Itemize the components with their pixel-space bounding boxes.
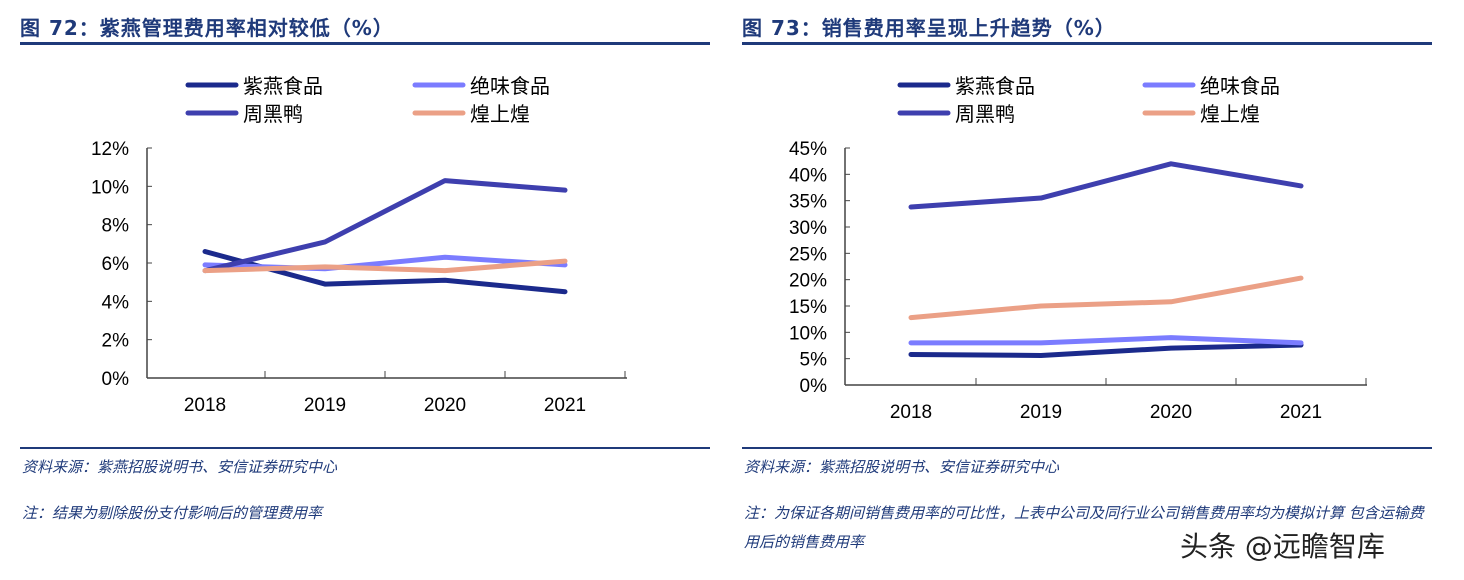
chart2-title: 图 73：销售费用率呈现上升趋势（%）	[742, 16, 1116, 40]
chart1-y-tick-label: 4%	[102, 292, 130, 313]
chart1-y-tick-label: 0%	[102, 369, 130, 390]
chart2-legend-label-2: 绝味食品	[1200, 75, 1280, 98]
chart2-y-tick-label: 30%	[789, 218, 827, 239]
chart2-x-tick-label: 2021	[1280, 402, 1322, 423]
chart2-y-tick-label: 35%	[789, 192, 827, 213]
chart1-y-tick-label: 2%	[102, 331, 130, 352]
chart2-note: 注：为保证各期间销售费用率的可比性，上表中公司及同行业公司销售费用率均为模拟计算…	[744, 504, 1424, 551]
chart1-legend-label-3: 周黑鸭	[243, 103, 303, 126]
chart2-source: 资料来源：紫燕招股说明书、安信证券研究中心	[744, 458, 1060, 476]
chart2-series-line-4	[908, 275, 1304, 321]
chart1-y-tick-label: 6%	[102, 254, 130, 275]
chart2-y-tick-label: 15%	[789, 297, 827, 318]
chart2-legend-label-3: 周黑鸭	[955, 103, 1015, 126]
chart1-y-tick-label: 8%	[102, 216, 130, 237]
chart1-x-tick-label: 2021	[544, 395, 586, 416]
chart1-note: 注：结果为剔除股份支付影响后的管理费用率	[22, 504, 323, 522]
chart2-x-tick-label: 2019	[1020, 402, 1062, 423]
chart1-x-tick-label: 2018	[184, 395, 226, 416]
chart2-y-tick-label: 5%	[800, 350, 828, 371]
watermark: 头条 @远瞻智库	[1180, 525, 1385, 565]
chart2-y-tick-label: 20%	[789, 271, 827, 292]
chart1-series-line-3	[202, 178, 568, 274]
chart1-x-tick-label: 2020	[424, 395, 466, 416]
chart1-x-tick-label: 2019	[304, 395, 346, 416]
chart2-series-line-3	[908, 161, 1304, 210]
chart2-y-tick-label: 0%	[800, 376, 828, 397]
chart1-y-tick-label: 12%	[91, 139, 129, 160]
chart2-y-tick-label: 10%	[789, 323, 827, 344]
chart1-source: 资料来源：紫燕招股说明书、安信证券研究中心	[22, 458, 338, 476]
chart2-y-tick-label: 25%	[789, 244, 827, 265]
chart1-title: 图 72：紫燕管理费用率相对较低（%）	[20, 16, 394, 40]
chart2-x-tick-label: 2020	[1150, 402, 1192, 423]
chart2-y-tick-label: 40%	[789, 165, 827, 186]
chart2-series-line-2	[908, 335, 1304, 346]
chart2-legend-label-1: 紫燕食品	[955, 75, 1035, 98]
chart1-legend-label-4: 煌上煌	[470, 103, 530, 126]
chart1-legend-label-2: 绝味食品	[470, 75, 550, 98]
chart1-bottom-rule	[20, 447, 710, 449]
chart2-series-line-1	[908, 342, 1304, 359]
chart1-title-rule	[20, 42, 710, 45]
chart2-legend-label-4: 煌上煌	[1200, 103, 1260, 126]
chart1-legend-label-1: 紫燕食品	[243, 75, 323, 98]
chart2-y-tick-label: 45%	[789, 139, 827, 160]
chart2-title-rule	[742, 42, 1432, 45]
chart2-x-tick-label: 2018	[890, 402, 932, 423]
chart1-y-tick-label: 10%	[91, 177, 129, 198]
chart2-bottom-rule	[742, 447, 1432, 449]
chart1-series-line-4	[202, 258, 568, 274]
